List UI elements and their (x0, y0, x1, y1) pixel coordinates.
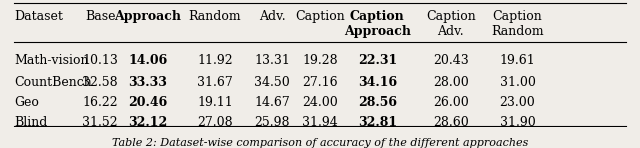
Text: 32.81: 32.81 (358, 116, 397, 129)
Text: 19.11: 19.11 (197, 96, 233, 109)
Text: 10.13: 10.13 (82, 54, 118, 67)
Text: 26.00: 26.00 (433, 96, 468, 109)
Text: 31.52: 31.52 (83, 116, 118, 129)
Text: 28.56: 28.56 (358, 96, 397, 109)
Text: 20.46: 20.46 (129, 96, 168, 109)
Text: 14.06: 14.06 (129, 54, 168, 67)
Text: 16.22: 16.22 (83, 96, 118, 109)
Text: 32.12: 32.12 (129, 116, 168, 129)
Text: Math-vision: Math-vision (14, 54, 88, 67)
Text: Caption
Approach: Caption Approach (344, 10, 411, 38)
Text: Geo: Geo (14, 96, 39, 109)
Text: 33.33: 33.33 (129, 76, 168, 89)
Text: 34.16: 34.16 (358, 76, 397, 89)
Text: 20.43: 20.43 (433, 54, 468, 67)
Text: 27.16: 27.16 (302, 76, 338, 89)
Text: 24.00: 24.00 (302, 96, 338, 109)
Text: 23.00: 23.00 (500, 96, 536, 109)
Text: 11.92: 11.92 (197, 54, 233, 67)
Text: Random: Random (189, 10, 241, 23)
Text: 27.08: 27.08 (197, 116, 233, 129)
Text: 32.58: 32.58 (83, 76, 118, 89)
Text: 19.61: 19.61 (500, 54, 536, 67)
Text: 31.67: 31.67 (197, 76, 233, 89)
Text: 31.90: 31.90 (500, 116, 536, 129)
Text: Caption
Random: Caption Random (492, 10, 544, 38)
Text: Adv.: Adv. (259, 10, 285, 23)
Text: 22.31: 22.31 (358, 54, 397, 67)
Text: Table 2: Dataset-wise comparison of accuracy of the different approaches: Table 2: Dataset-wise comparison of accu… (112, 138, 528, 148)
Text: 14.67: 14.67 (254, 96, 290, 109)
Text: 19.28: 19.28 (302, 54, 338, 67)
Text: Blind: Blind (14, 116, 47, 129)
Text: Base: Base (85, 10, 115, 23)
Text: 31.00: 31.00 (500, 76, 536, 89)
Text: 28.00: 28.00 (433, 76, 468, 89)
Text: Dataset: Dataset (14, 10, 63, 23)
Text: 28.60: 28.60 (433, 116, 468, 129)
Text: Caption: Caption (295, 10, 345, 23)
Text: Caption
Adv.: Caption Adv. (426, 10, 476, 38)
Text: 34.50: 34.50 (254, 76, 290, 89)
Text: CountBench: CountBench (14, 76, 92, 89)
Text: 31.94: 31.94 (302, 116, 338, 129)
Text: 25.98: 25.98 (255, 116, 290, 129)
Text: 13.31: 13.31 (254, 54, 290, 67)
Text: Approach: Approach (115, 10, 182, 23)
